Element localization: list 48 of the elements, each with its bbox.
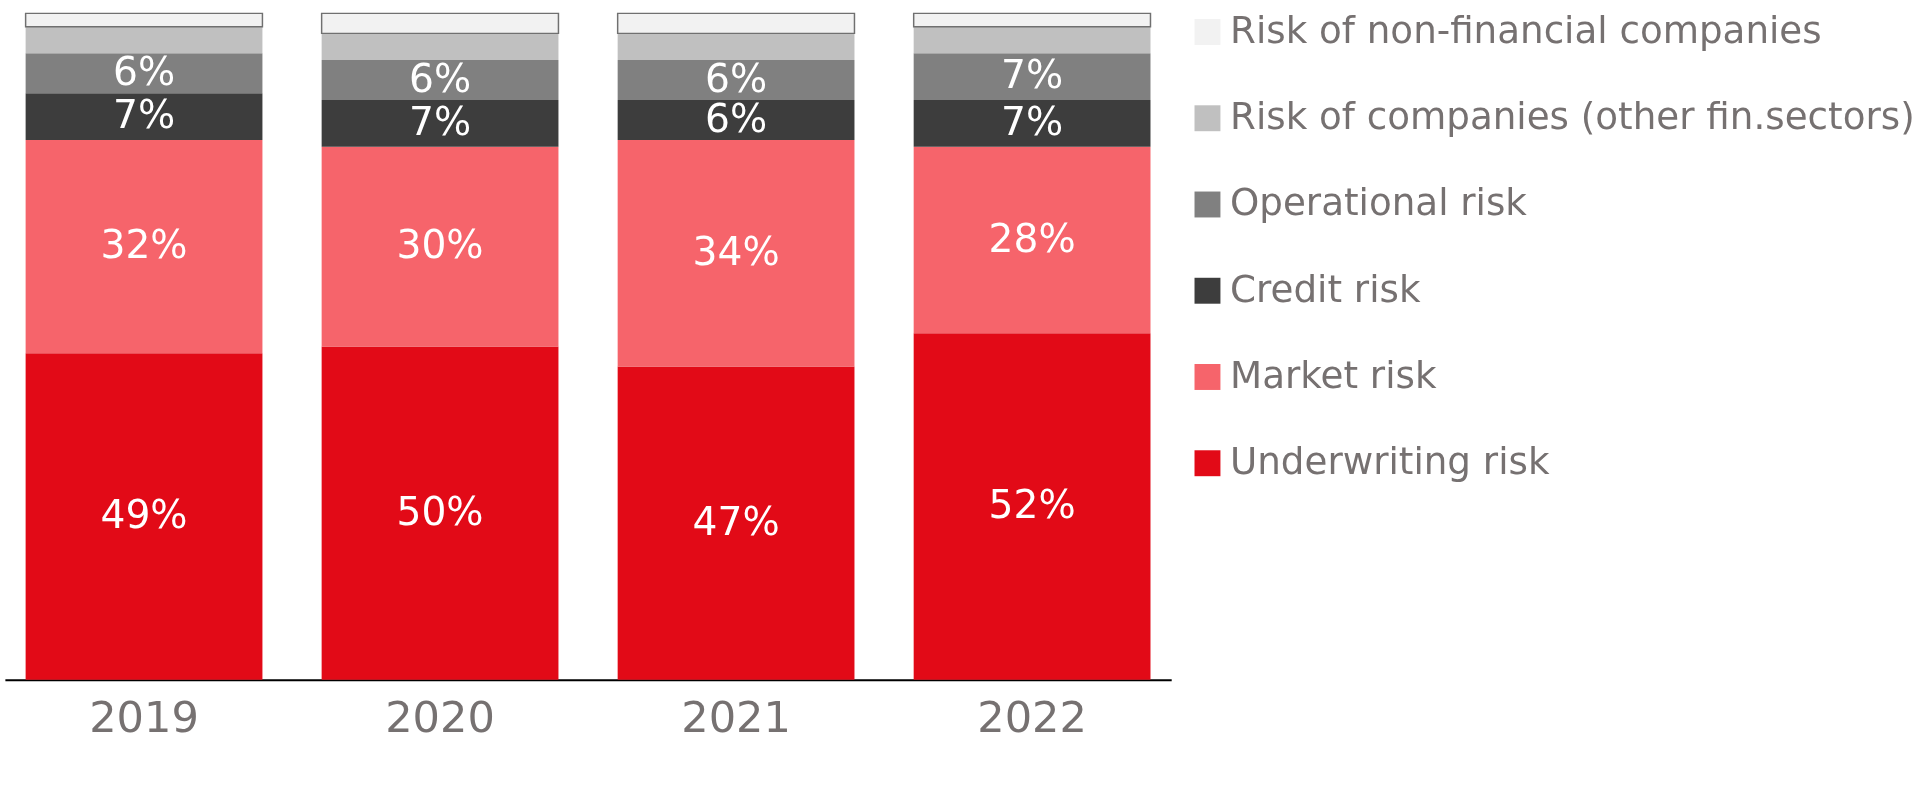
bar <box>617 140 855 367</box>
bar <box>320 12 560 35</box>
bar <box>321 33 559 61</box>
bar <box>24 12 264 28</box>
data-label: 34% <box>692 229 780 275</box>
x-tick-label: 2020 <box>385 692 495 743</box>
bar <box>913 333 1151 680</box>
data-label: 6% <box>112 49 176 95</box>
data-label: 32% <box>100 222 188 268</box>
bar <box>25 140 263 354</box>
bar <box>913 100 1151 147</box>
legend-label: Market risk <box>1230 352 1437 397</box>
bar <box>617 366 855 680</box>
data-label: 52% <box>988 482 1076 528</box>
bar <box>321 60 559 101</box>
bar <box>25 26 263 54</box>
data-label: 6% <box>408 55 472 101</box>
bar <box>617 60 855 101</box>
data-label: 7% <box>1001 52 1064 98</box>
bar <box>25 353 263 680</box>
bar <box>912 12 1152 28</box>
legend-label: Credit risk <box>1230 266 1421 311</box>
bar <box>913 26 1151 54</box>
bar <box>321 100 559 147</box>
x-tick-label: 2022 <box>977 692 1087 743</box>
legend-label: Operational risk <box>1230 180 1528 225</box>
data-label: 50% <box>396 488 484 534</box>
bar <box>617 33 855 61</box>
data-label: 28% <box>988 215 1076 261</box>
x-tick-label: 2021 <box>681 692 791 743</box>
bar <box>617 100 855 140</box>
x-tick-label: 2019 <box>89 692 199 743</box>
legend-label: Risk of non-financial companies <box>1230 7 1822 52</box>
data-label: 49% <box>100 492 188 538</box>
legend-label: Risk of companies (other fin.sectors) <box>1230 94 1915 139</box>
bar <box>913 146 1151 334</box>
data-label: 7% <box>408 99 472 145</box>
data-label: 30% <box>396 222 484 268</box>
bar <box>913 53 1151 101</box>
data-label: 7% <box>112 92 176 138</box>
bar <box>25 93 263 140</box>
legend-label: Underwriting risk <box>1230 439 1550 484</box>
bar <box>321 346 559 680</box>
data-label: 7% <box>1001 99 1064 145</box>
data-label: 47% <box>692 498 780 544</box>
bar <box>616 12 856 35</box>
bar <box>321 146 559 347</box>
bar <box>25 53 263 94</box>
